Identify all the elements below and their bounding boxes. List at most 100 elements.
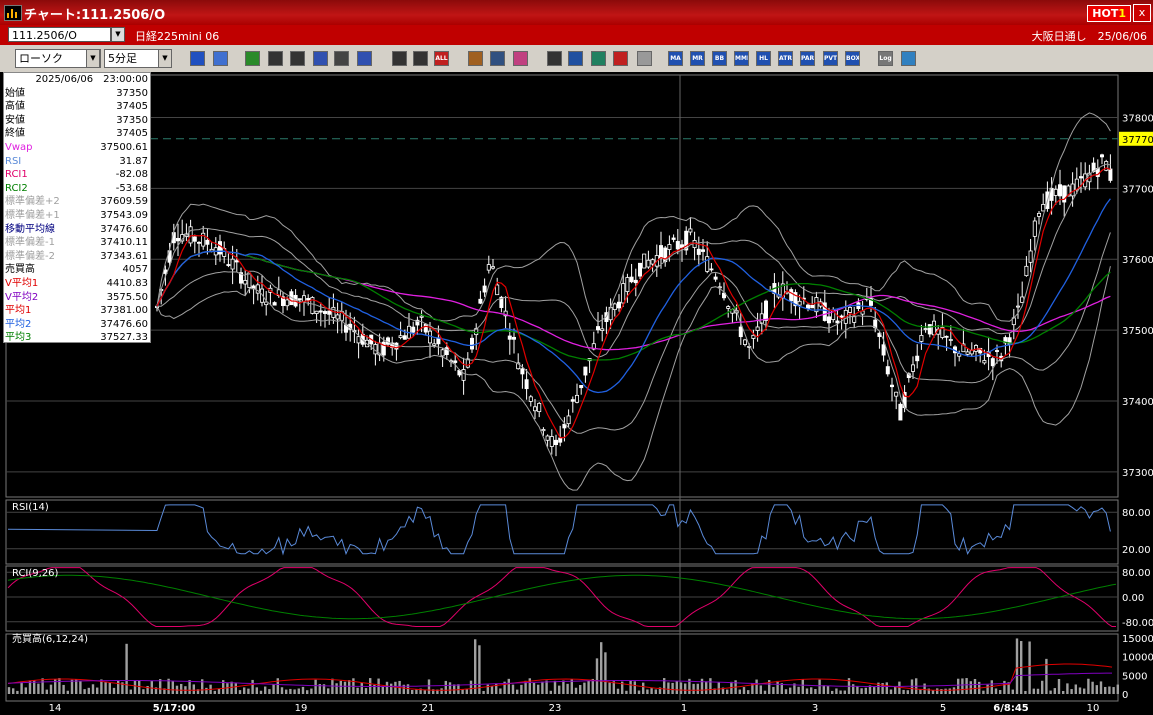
volume-bar bbox=[549, 690, 552, 694]
volume-bar bbox=[45, 689, 48, 694]
toolbar-pvt-button[interactable]: PVT bbox=[823, 51, 838, 66]
x-axis-label: 21 bbox=[422, 703, 435, 714]
fib-icon[interactable] bbox=[268, 51, 283, 66]
x-axis-label: 23 bbox=[549, 703, 562, 714]
toolbar-bb-button[interactable]: BB bbox=[712, 51, 727, 66]
undo-icon[interactable] bbox=[313, 51, 328, 66]
candle-body bbox=[1032, 220, 1037, 237]
palette-icon[interactable] bbox=[513, 51, 528, 66]
grid-icon[interactable] bbox=[591, 51, 606, 66]
interval-dropdown-icon[interactable]: ▼ bbox=[158, 49, 172, 68]
zoom-icon[interactable] bbox=[568, 51, 583, 66]
volume-bar bbox=[343, 681, 347, 694]
info-row: 標準偏差-1 37410.11 bbox=[4, 236, 150, 250]
split-icon[interactable] bbox=[901, 51, 916, 66]
window-icon[interactable] bbox=[213, 51, 228, 66]
pen-icon[interactable] bbox=[245, 51, 260, 66]
info-value: -82.08 bbox=[115, 169, 148, 181]
volume-bar bbox=[453, 684, 456, 694]
info-row: 安値 37350 bbox=[4, 114, 150, 128]
wrench-icon[interactable] bbox=[490, 51, 505, 66]
candle-body bbox=[600, 328, 605, 331]
info-value: 4410.83 bbox=[106, 277, 148, 289]
cross-icon[interactable] bbox=[613, 51, 628, 66]
chart-type-dropdown-icon[interactable]: ▼ bbox=[86, 49, 100, 68]
candle-body bbox=[961, 343, 966, 353]
close-button[interactable]: x bbox=[1133, 4, 1151, 22]
candle-body bbox=[285, 299, 290, 307]
volume-bar bbox=[541, 681, 544, 694]
candle-body bbox=[469, 337, 474, 350]
volume-bar bbox=[222, 680, 225, 694]
info-value: 37350 bbox=[116, 114, 148, 126]
info-label: 標準偏差+1 bbox=[5, 209, 60, 221]
interval-select[interactable]: 5分足 bbox=[104, 49, 172, 68]
volume-bar bbox=[285, 689, 288, 694]
toolbar-hl-button[interactable]: HL bbox=[756, 51, 771, 66]
average3-line bbox=[156, 250, 1111, 361]
symbol-dropdown-button[interactable]: ▼ bbox=[111, 27, 125, 42]
candle-b-icon[interactable] bbox=[413, 51, 428, 66]
volume-bar bbox=[805, 688, 809, 694]
rsi-line bbox=[7, 504, 1111, 556]
chart-type-select[interactable]: ローソク bbox=[15, 49, 101, 68]
candle-body bbox=[1016, 305, 1021, 308]
candle-body bbox=[881, 344, 886, 356]
print-icon[interactable] bbox=[547, 51, 562, 66]
volume-tick-label: 15000 bbox=[1122, 634, 1153, 645]
info-panel: 2025/06/06 23:00:00 始値 37350 高値 37405 安値 3735… bbox=[3, 72, 151, 343]
toolbar-ma-button[interactable]: MA bbox=[668, 51, 683, 66]
cursor-icon[interactable] bbox=[290, 51, 305, 66]
volume-bar bbox=[159, 679, 162, 694]
candle-body bbox=[835, 320, 840, 324]
candle-body bbox=[524, 379, 529, 390]
flag-icon[interactable] bbox=[637, 51, 652, 66]
memo-icon[interactable] bbox=[334, 51, 349, 66]
volume-bar bbox=[163, 688, 166, 694]
x-axis-label: 1 bbox=[681, 703, 687, 714]
toolbar-par-button[interactable]: PAR bbox=[800, 51, 815, 66]
toolbar-mme-button[interactable]: MME bbox=[734, 51, 749, 66]
volume-bar bbox=[1045, 658, 1048, 694]
candle-body bbox=[411, 326, 416, 333]
candle-body bbox=[675, 241, 680, 250]
candle-body bbox=[549, 436, 554, 447]
chart-area[interactable]: 37800 37700 37600 37500 37400 37300 37770 RSI(1… bbox=[0, 72, 1153, 715]
volume-bar bbox=[818, 679, 821, 694]
volume-bar bbox=[931, 690, 935, 694]
volume-bar bbox=[700, 678, 704, 694]
search-icon[interactable] bbox=[190, 51, 205, 66]
toolbar-all-button[interactable]: ALL bbox=[434, 51, 449, 66]
candle-body bbox=[789, 289, 794, 302]
info-row: RCI1 -82.08 bbox=[4, 168, 150, 182]
trash-icon[interactable] bbox=[357, 51, 372, 66]
volume-bar bbox=[217, 688, 221, 694]
candle-body bbox=[982, 360, 987, 364]
volume-bar bbox=[873, 687, 876, 694]
info-row: 高値 37405 bbox=[4, 100, 150, 114]
volume-bar bbox=[616, 688, 620, 694]
volume-bar bbox=[759, 685, 762, 694]
volume-bar bbox=[558, 685, 561, 694]
toolbar-mr-button[interactable]: MR bbox=[690, 51, 705, 66]
volume-bar bbox=[780, 683, 783, 694]
toolbar-box-button[interactable]: BOX bbox=[845, 51, 860, 66]
hot-badge[interactable]: HOT1 bbox=[1087, 5, 1131, 22]
chart-canvas[interactable]: 37800 37700 37600 37500 37400 37300 37770 RSI(1… bbox=[0, 72, 1153, 715]
candle-body bbox=[827, 316, 832, 324]
toolbar-atr-button[interactable]: ATR bbox=[778, 51, 793, 66]
info-datetime: 2025/06/06 23:00:00 bbox=[35, 74, 148, 85]
info-row: Vwap 37500.61 bbox=[4, 141, 150, 155]
candle-body bbox=[974, 345, 979, 352]
symbol-input[interactable]: 111.2506/O bbox=[8, 27, 111, 42]
candle-body bbox=[230, 258, 235, 270]
candle-body bbox=[923, 328, 928, 330]
toolbar-log-button[interactable]: Log bbox=[878, 51, 893, 66]
candle-a-icon[interactable] bbox=[392, 51, 407, 66]
volume-bar bbox=[327, 688, 330, 694]
volume-label: 売買高(6,12,24) bbox=[12, 632, 88, 645]
volume-bar bbox=[87, 687, 90, 694]
volume-bar bbox=[1074, 684, 1077, 694]
gear-icon[interactable] bbox=[468, 51, 483, 66]
volume-bar bbox=[738, 689, 741, 694]
